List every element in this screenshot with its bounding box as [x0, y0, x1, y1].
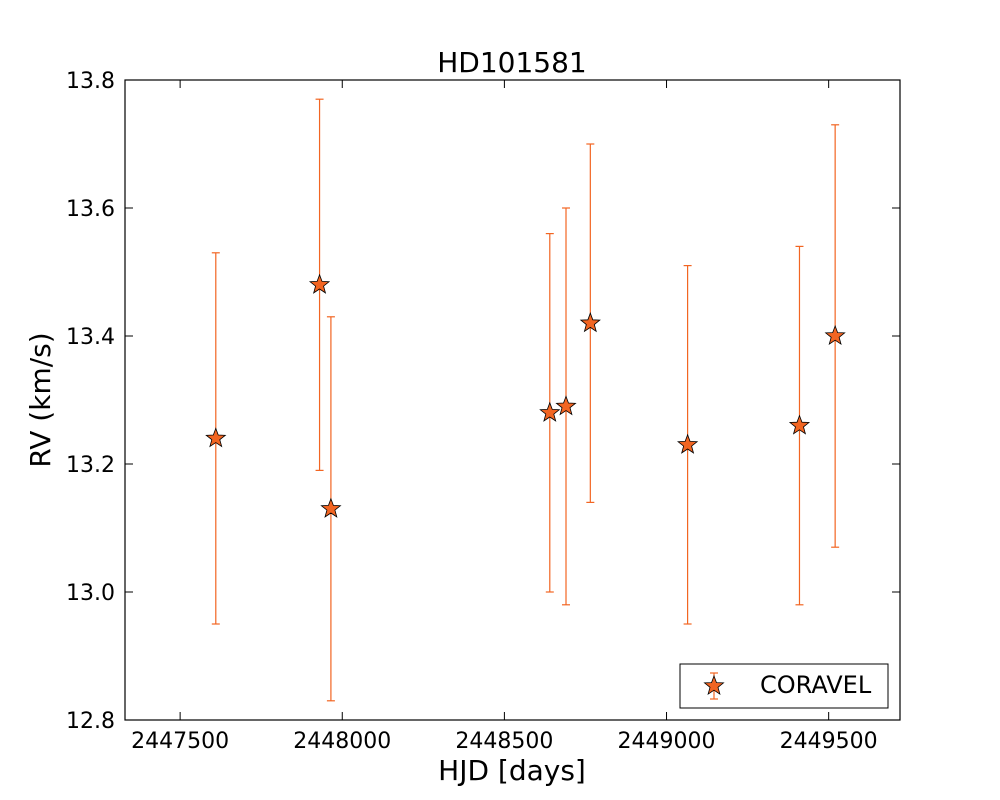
star-marker: [539, 401, 561, 422]
data-point: [788, 245, 811, 606]
legend-label: CORAVEL: [760, 671, 872, 699]
y-tick-label: 13.0: [66, 581, 115, 606]
data-point: [824, 124, 846, 548]
chart-title: HD101581: [437, 46, 587, 79]
star-marker: [320, 497, 342, 518]
y-axis-label: RV (km/s): [24, 332, 57, 467]
axis-ticks: 2447500 2448000 2448500 2449000 2449500 12.8 1…: [66, 69, 900, 754]
data-point: [539, 233, 561, 593]
x-tick-label: 2449500: [780, 729, 878, 754]
star-marker: [677, 433, 699, 454]
y-tick-label: 13.8: [66, 69, 115, 94]
y-tick-label: 13.4: [66, 325, 115, 350]
data-point: [320, 316, 342, 702]
y-tick-label: 12.8: [66, 709, 115, 734]
star-marker: [824, 324, 846, 346]
data-marks: [205, 98, 846, 702]
data-point: [677, 265, 699, 625]
star-marker: [555, 395, 577, 416]
star-marker: [205, 427, 227, 448]
data-point: [579, 143, 601, 503]
plot-frame: [124, 79, 901, 721]
x-tick-label: 2448500: [455, 729, 553, 754]
legend: CORAVEL: [679, 663, 889, 709]
x-tick-label: 2448000: [293, 729, 391, 754]
legend-marker: [703, 672, 725, 700]
x-tick-label: 2449000: [618, 729, 716, 754]
data-point: [308, 98, 331, 471]
legend-star-icon: [703, 674, 725, 696]
y-tick-label: 13.6: [66, 197, 115, 222]
star-marker: [308, 273, 331, 294]
x-axis-label: HJD [days]: [438, 754, 586, 787]
star-marker: [579, 312, 601, 333]
x-tick-label: 2447500: [131, 729, 229, 754]
y-tick-label: 13.2: [66, 453, 115, 478]
star-marker: [788, 414, 811, 435]
data-point: [205, 252, 227, 625]
data-point: [555, 207, 577, 606]
